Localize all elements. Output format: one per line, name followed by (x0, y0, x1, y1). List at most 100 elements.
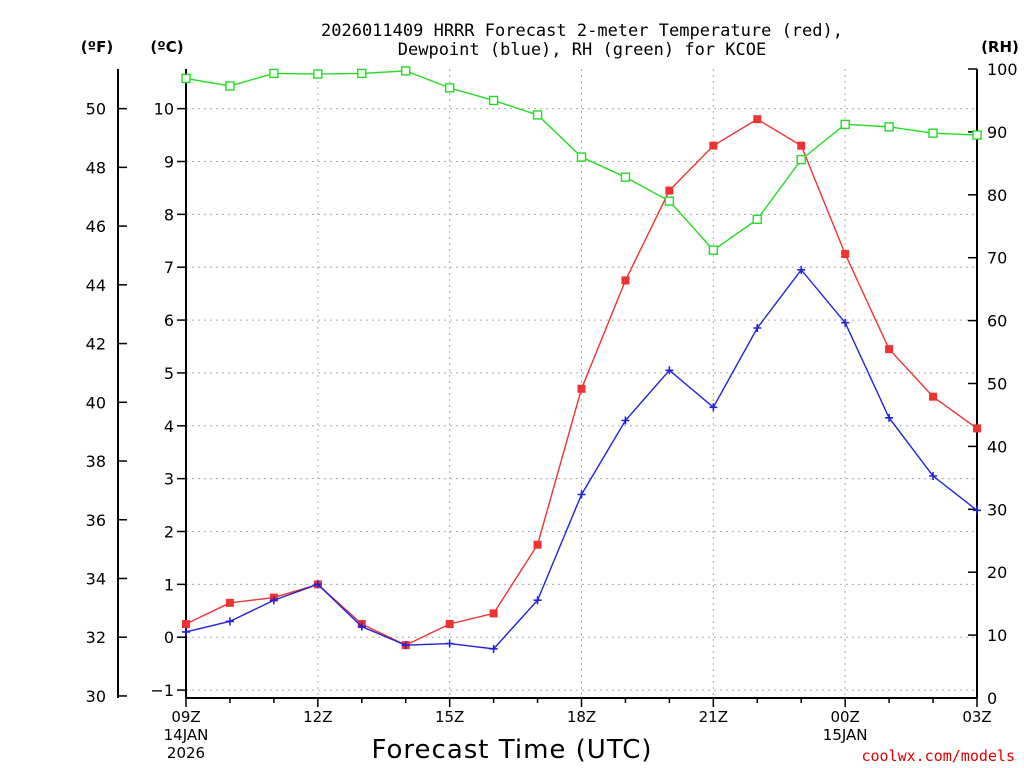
rh-tick-label: 90 (987, 123, 1007, 142)
fahrenheit-tick-label: 34 (86, 569, 106, 588)
temperature-data-point (489, 609, 498, 618)
dewpoint-data-point (753, 324, 762, 332)
rh-data-point (928, 128, 938, 138)
temperature-data-point (929, 392, 938, 401)
celsius-tick-label: 1 (164, 575, 174, 594)
temperature-data-point (533, 540, 542, 549)
dewpoint-data-point (445, 639, 454, 648)
fahrenheit-tick-label: 42 (86, 335, 106, 354)
celsius-tick-label: 9 (164, 153, 174, 172)
rh-data-point (840, 119, 850, 130)
dewpoint-data-point (929, 472, 938, 480)
rh-data-point (269, 68, 279, 79)
temperature-data-point (841, 250, 850, 258)
fahrenheit-unit-label: (ºF) (81, 38, 113, 56)
fahrenheit-tick-label: 32 (86, 628, 106, 647)
rh-data-point (357, 68, 367, 79)
rh-tick-label: 40 (987, 437, 1007, 456)
celsius-tick-label: 6 (164, 311, 174, 330)
rh-axis: 0 10 20 30 40 50 60 70 80 90 100 (968, 60, 1018, 708)
dewpoint-data-point (973, 506, 981, 515)
dewpoint-data-point (621, 416, 630, 425)
celsius-tick-label: 2 (164, 523, 174, 542)
dewpoint-data-point (357, 622, 366, 631)
temperature-data-point (797, 141, 806, 150)
chart-title-line1: 2026011409 HRRR Forecast 2-meter Tempera… (321, 21, 843, 41)
dewpoint-data-point (269, 596, 278, 605)
date-tick-label: 2026 (167, 744, 205, 762)
rh-tick-label: 20 (987, 563, 1007, 582)
celsius-tick-label: 4 (164, 417, 174, 436)
temperature-data-point (973, 424, 981, 433)
rh-tick-label: 0 (987, 689, 997, 708)
rh-unit-label: (RH) (981, 38, 1019, 56)
dewpoint-data-point (665, 366, 674, 375)
time-tick-label: 03Z (962, 708, 991, 726)
temperature-data-point (621, 276, 630, 285)
fahrenheit-tick-label: 40 (86, 393, 106, 412)
dewpoint-data-point (182, 627, 190, 636)
chart-title-line2: Dewpoint (blue), RH (green) for KCOE (398, 40, 766, 60)
fahrenheit-tick-label: 38 (86, 452, 106, 471)
celsius-tick-label: 3 (164, 470, 174, 489)
temperature-data-point (225, 598, 234, 607)
temperature-data-point (445, 620, 454, 628)
dewpoint-data-point (489, 644, 498, 653)
temperature-data-point (182, 620, 190, 628)
grid-lines (186, 69, 977, 698)
rh-data-point (620, 172, 631, 182)
rh-data-point (664, 196, 675, 206)
temperature-data-point (709, 141, 718, 150)
rh-tick-label: 10 (987, 626, 1007, 645)
rh-tick-label: 50 (987, 375, 1007, 394)
rh-tick-label: 70 (987, 249, 1007, 268)
fahrenheit-tick-label: 46 (86, 217, 106, 236)
fahrenheit-tick-label: 36 (86, 511, 106, 530)
temperature-data-point (753, 115, 762, 124)
rh-data-point (488, 95, 499, 106)
temperature-data-point (665, 186, 674, 195)
rh-data-point (796, 154, 806, 165)
rh-tick-label: 100 (987, 60, 1018, 79)
rh-data-point (972, 130, 982, 140)
time-tick-label: 12Z (303, 708, 332, 726)
dewpoint-data-point (885, 413, 894, 422)
date-tick-label: 15JAN (823, 726, 868, 744)
fahrenheit-tick-label: 30 (86, 687, 106, 706)
rh-data-point (181, 73, 191, 84)
date-tick-label: 14JAN (164, 726, 209, 744)
fahrenheit-axis: 30 32 34 36 38 40 42 44 46 48 50 (86, 100, 127, 706)
rh-data-point (708, 245, 719, 255)
time-tick-label: 21Z (699, 708, 728, 726)
rh-data-point (225, 81, 235, 91)
data-series (181, 66, 982, 653)
dewpoint-data-point (577, 490, 586, 499)
dewpoint-data-point (313, 580, 322, 589)
rh-data-point (884, 122, 894, 132)
time-tick-label: 00Z (830, 708, 859, 726)
rh-data-point (532, 110, 543, 120)
rh-tick-label: 80 (987, 186, 1007, 205)
celsius-tick-label: 7 (164, 258, 174, 277)
dewpoint-data-point (533, 596, 542, 605)
celsius-unit-label: (ºC) (150, 38, 183, 56)
dewpoint-data-point (401, 641, 410, 650)
time-tick-label: 18Z (567, 708, 596, 726)
celsius-tick-label: 0 (164, 628, 174, 647)
axes (117, 69, 978, 699)
fahrenheit-tick-label: 50 (86, 100, 106, 119)
temperature-data-point (577, 384, 586, 393)
fahrenheit-tick-label: 44 (86, 276, 106, 295)
celsius-tick-label: 10 (154, 100, 174, 119)
rh-data-point (752, 214, 762, 225)
rh-data-point (444, 83, 455, 93)
credit-text: coolwx.com/models (861, 747, 1015, 765)
rh-data-point (313, 69, 323, 79)
celsius-tick-label: 5 (164, 364, 174, 383)
celsius-tick-label: −1 (150, 681, 174, 700)
temperature-data-point (885, 345, 894, 354)
time-tick-label: 15Z (435, 708, 464, 726)
